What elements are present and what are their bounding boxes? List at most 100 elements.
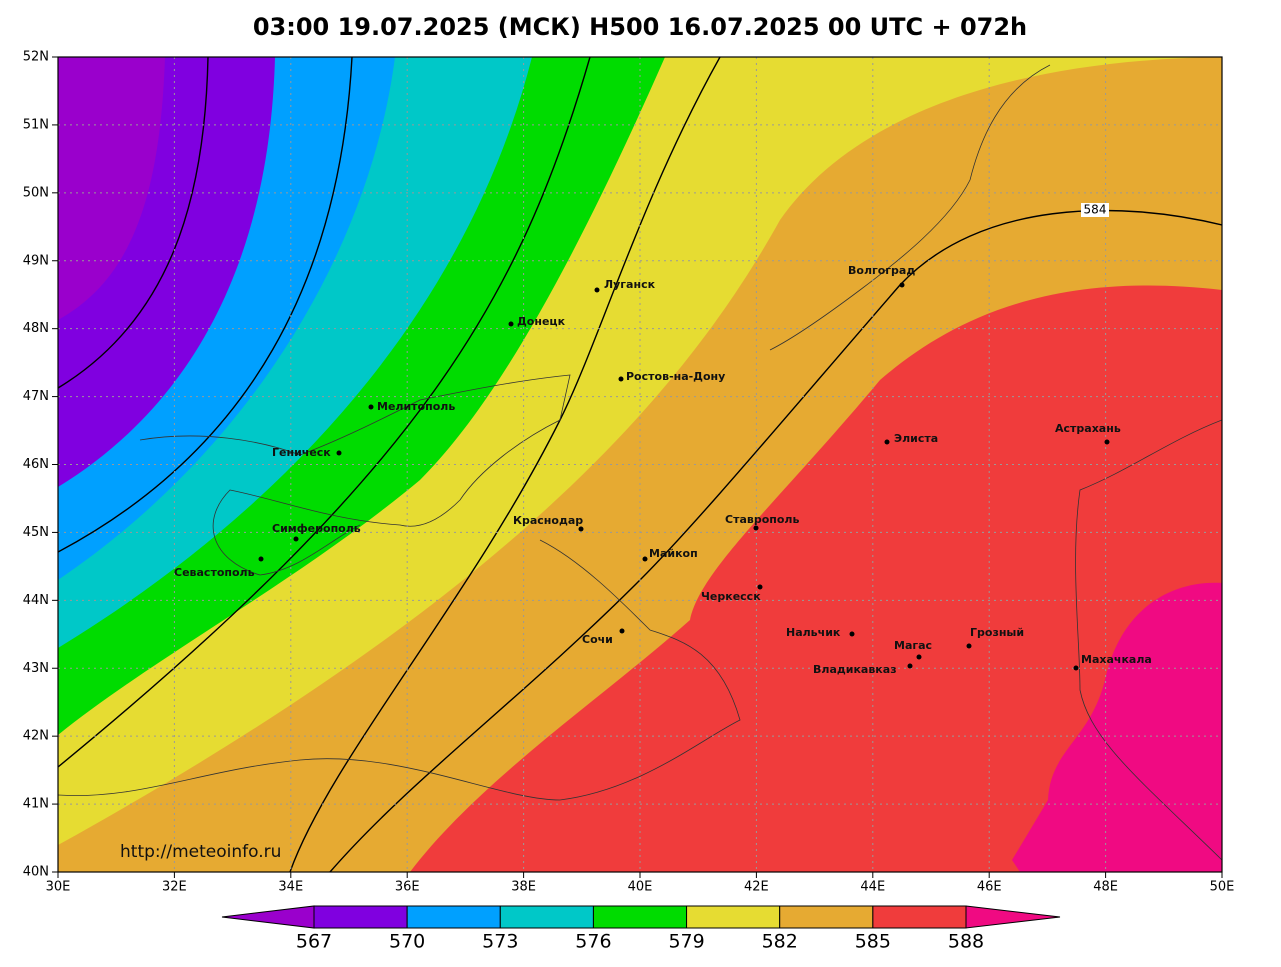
colorbar-segment — [686, 905, 781, 929]
lat-tick-label: 41N — [23, 797, 49, 812]
city-dot — [618, 376, 624, 382]
city-label: Магас — [894, 639, 932, 652]
city-dot — [757, 584, 763, 590]
contours — [58, 57, 1222, 872]
contour — [58, 57, 353, 553]
lon-tick-label: 38E — [511, 880, 536, 895]
colorbar-label: 585 — [855, 931, 891, 953]
city-label: Элиста — [894, 432, 938, 445]
city-dot — [642, 556, 648, 562]
city-label: Геническ — [272, 446, 331, 459]
coast — [58, 539, 741, 801]
colorbar-label: 582 — [762, 931, 798, 953]
city-dot — [907, 663, 913, 669]
city-label: Махачкала — [1081, 653, 1152, 666]
colorbar-segment — [592, 905, 688, 929]
band — [1012, 582, 1222, 872]
city-dot — [899, 282, 905, 288]
colorbar-segment — [499, 905, 594, 929]
city-label: Ростов-на-Дону — [626, 370, 725, 383]
city-label: Краснодар — [513, 514, 583, 527]
coastlines — [58, 64, 1222, 861]
city-dot — [884, 439, 890, 445]
contour — [58, 57, 209, 389]
city-label: Владикавказ — [813, 663, 897, 676]
lat-tick-label: 48N — [23, 321, 49, 336]
colorbar-end — [965, 905, 1061, 929]
lat-tick-label: 44N — [23, 593, 49, 608]
lat-tick-label: 52N — [23, 50, 49, 65]
city-dot — [508, 321, 514, 327]
city-dot — [1104, 439, 1110, 445]
lon-tick-label: 48E — [1093, 880, 1118, 895]
lon-tick-label: 42E — [744, 880, 769, 895]
grid — [58, 57, 1222, 872]
band — [410, 285, 1222, 872]
city-label: Астрахань — [1055, 422, 1121, 435]
city-label: Волгоград — [848, 264, 915, 277]
city-label: Нальчик — [786, 626, 841, 639]
city-label: Ставрополь — [725, 513, 799, 526]
city-label: Майкоп — [649, 547, 698, 560]
lon-tick-label: 40E — [628, 880, 653, 895]
lat-tick-label: 43N — [23, 661, 49, 676]
contour — [329, 209, 1222, 872]
lon-tick-label: 32E — [162, 880, 187, 895]
coast — [1075, 419, 1222, 861]
contour — [58, 57, 591, 768]
lon-tick-label: 36E — [395, 880, 420, 895]
city-dot — [293, 536, 299, 542]
city-dot — [849, 631, 855, 637]
city-label: Севастополь — [174, 566, 255, 579]
coast — [139, 374, 571, 576]
colorbar-segment — [313, 905, 408, 929]
lon-tick-label: 34E — [278, 880, 303, 895]
lat-tick-label: 50N — [23, 185, 49, 200]
colorbar-segment — [406, 905, 501, 929]
contour — [289, 57, 721, 872]
contour-label: 584 — [1084, 203, 1107, 217]
city-dot — [578, 526, 584, 532]
colorbar-segment — [872, 905, 967, 929]
colorbar-label: 573 — [482, 931, 518, 953]
city-dot — [619, 628, 625, 634]
city-label: Сочи — [582, 633, 613, 646]
city-label: Симферополь — [272, 522, 361, 535]
title: 03:00 19.07.2025 (МСК) H500 16.07.2025 0… — [253, 13, 1027, 41]
city-dot — [368, 404, 374, 410]
lon-tick-label: 44E — [860, 880, 885, 895]
city-dot — [1073, 665, 1079, 671]
city-label: Донецк — [517, 315, 566, 328]
lat-tick-label: 49N — [23, 253, 49, 268]
lat-tick-label: 42N — [23, 729, 49, 744]
city-dot — [916, 654, 922, 660]
river — [769, 64, 1051, 351]
city-dot — [966, 643, 972, 649]
colorbar-label: 588 — [948, 931, 984, 953]
source-url: http://meteoinfo.ru — [120, 842, 281, 862]
colorbar-label: 570 — [389, 931, 425, 953]
lon-tick-label: 50E — [1210, 880, 1235, 895]
contour-label-bg — [1081, 203, 1109, 217]
city-dot — [336, 450, 342, 456]
city-label: Мелитополь — [377, 400, 455, 413]
lat-tick-label: 46N — [23, 457, 49, 472]
city-dot — [594, 287, 600, 293]
city-dot — [258, 556, 264, 562]
city-label: Луганск — [604, 278, 656, 291]
lon-tick-label: 30E — [46, 880, 71, 895]
city-label: Грозный — [970, 626, 1024, 639]
colorbar-label: 579 — [668, 931, 704, 953]
colorbar-label: 567 — [296, 931, 332, 953]
lat-tick-label: 40N — [23, 865, 49, 880]
colorbar-label: 576 — [575, 931, 611, 953]
lat-tick-label: 47N — [23, 389, 49, 404]
colorbar-segment — [779, 905, 874, 929]
city-dot — [753, 525, 759, 531]
colorbar-end — [221, 905, 315, 929]
overlay: 30E 32E 34E 36E 38E 40E 42E 44E 46E 48E 50E 40N 41N 4… — [23, 50, 1235, 953]
lat-tick-label: 51N — [23, 117, 49, 132]
city-label: Черкесск — [701, 590, 761, 603]
lon-tick-label: 46E — [977, 880, 1002, 895]
